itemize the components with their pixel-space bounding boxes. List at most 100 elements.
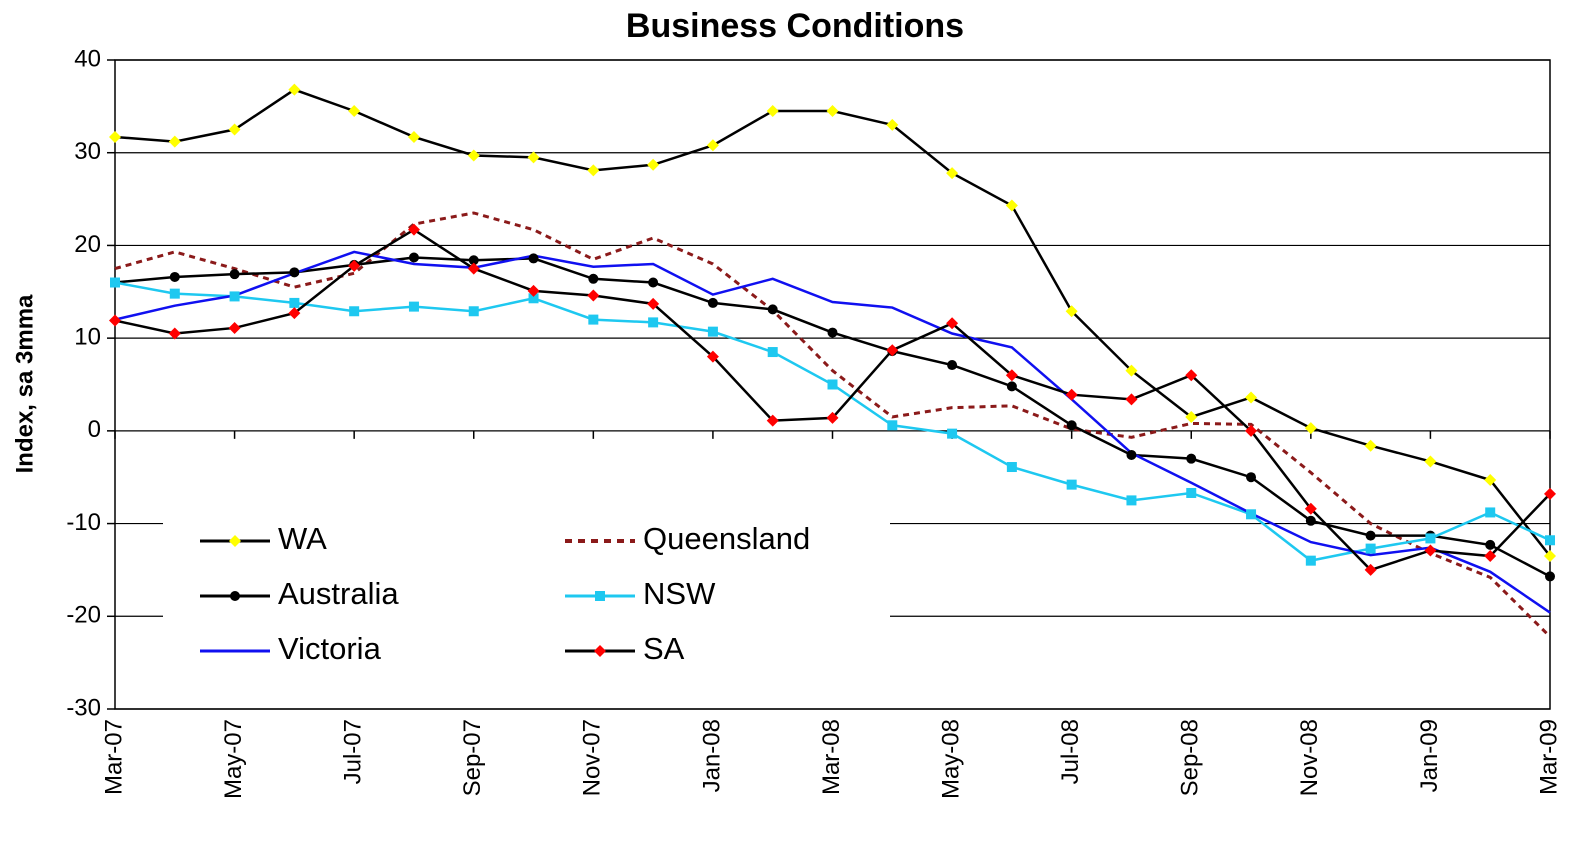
x-tick-label: Sep-08: [1177, 719, 1204, 796]
marker: [168, 135, 181, 148]
marker: [947, 360, 958, 371]
marker: [1484, 550, 1497, 563]
marker: [1545, 535, 1555, 546]
legend-label: WA: [278, 521, 327, 556]
marker: [1245, 391, 1258, 404]
series-line: [114, 250, 1551, 614]
marker: [169, 288, 180, 299]
marker: [468, 255, 479, 266]
marker: [587, 164, 600, 177]
marker: [946, 167, 959, 180]
marker: [647, 158, 660, 171]
marker: [1424, 544, 1437, 557]
marker: [467, 262, 480, 275]
marker: [594, 645, 606, 657]
marker: [887, 420, 898, 431]
marker: [827, 327, 838, 338]
marker: [587, 289, 600, 302]
legend-label: SA: [643, 631, 685, 666]
marker: [707, 297, 718, 308]
marker: [648, 317, 659, 328]
marker: [826, 411, 839, 424]
marker: [288, 307, 301, 320]
marker: [1065, 305, 1078, 318]
marker: [1066, 420, 1077, 431]
x-tick-label: Sep-07: [459, 719, 486, 796]
marker: [348, 259, 361, 272]
x-tick-label: Nov-07: [579, 719, 606, 796]
marker: [468, 306, 479, 317]
x-tick-label: May-08: [937, 719, 964, 799]
legend-label: Queensland: [643, 521, 810, 556]
marker: [1185, 369, 1198, 382]
marker: [706, 350, 719, 363]
marker: [1065, 388, 1078, 401]
x-tick-label: Jan-09: [1416, 719, 1443, 792]
marker: [407, 130, 420, 143]
marker: [229, 535, 241, 547]
marker: [1005, 369, 1018, 382]
x-tick-label: Jul-08: [1057, 719, 1084, 784]
series-line: [114, 211, 1552, 638]
marker: [1185, 410, 1198, 423]
x-tick-label: Nov-08: [1296, 719, 1323, 796]
y-tick-label: 30: [74, 138, 101, 165]
marker: [348, 104, 361, 117]
marker: [288, 83, 301, 96]
marker: [1544, 487, 1556, 500]
marker: [1544, 550, 1556, 563]
marker: [1364, 563, 1377, 576]
marker: [767, 347, 778, 358]
marker: [826, 104, 839, 117]
x-tick-label: Jan-08: [698, 719, 725, 792]
marker: [827, 379, 838, 390]
marker: [527, 151, 540, 164]
marker: [767, 304, 778, 315]
marker: [349, 306, 360, 317]
marker: [1125, 393, 1138, 406]
marker: [169, 271, 180, 282]
marker: [886, 118, 899, 131]
series-line: [114, 88, 1551, 557]
legend-label: Victoria: [278, 631, 382, 666]
marker: [109, 130, 121, 143]
marker: [528, 293, 539, 304]
marker: [588, 314, 599, 325]
marker: [467, 149, 480, 162]
marker: [1305, 515, 1316, 526]
marker: [289, 267, 300, 278]
marker: [648, 277, 659, 288]
marker: [1006, 462, 1017, 473]
marker: [230, 591, 240, 601]
marker: [1485, 539, 1496, 550]
marker: [1484, 473, 1497, 486]
marker: [1364, 439, 1377, 452]
x-tick-label: Mar-08: [818, 719, 845, 795]
marker: [1245, 424, 1258, 437]
y-tick-label: 40: [74, 45, 101, 72]
x-tick-label: May-07: [220, 719, 247, 799]
marker: [706, 139, 719, 152]
marker: [1485, 507, 1496, 518]
legend-label: NSW: [643, 576, 716, 611]
marker: [407, 223, 420, 236]
marker: [228, 123, 241, 136]
marker: [1304, 422, 1317, 435]
marker: [1246, 472, 1257, 483]
x-tick-label: Mar-09: [1535, 719, 1562, 795]
marker: [109, 314, 121, 327]
y-tick-label: -10: [66, 509, 101, 536]
marker: [588, 273, 599, 284]
marker: [408, 252, 419, 263]
marker: [947, 428, 958, 439]
marker: [595, 591, 605, 601]
marker: [1126, 449, 1137, 460]
marker: [1305, 555, 1316, 566]
marker: [1545, 571, 1555, 582]
marker: [1365, 530, 1376, 541]
marker: [289, 297, 300, 308]
marker: [1066, 479, 1077, 490]
marker: [647, 297, 660, 310]
marker: [1005, 199, 1018, 212]
